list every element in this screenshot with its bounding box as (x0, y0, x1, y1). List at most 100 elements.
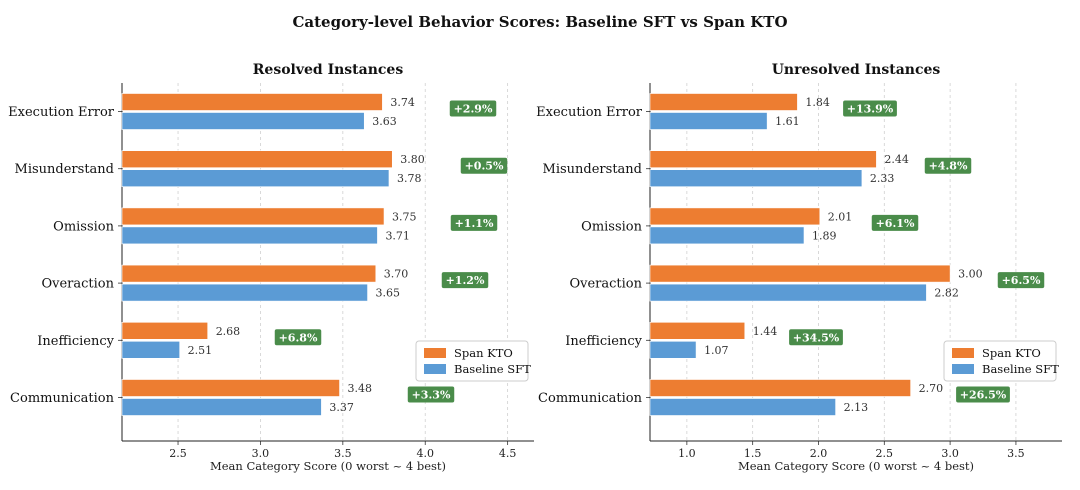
x-tick-label: 4.0 (416, 447, 434, 460)
data-label-baseline-sft: 2.82 (934, 287, 959, 300)
data-label-baseline-sft: 2.13 (844, 401, 869, 414)
bar-baseline-sft (121, 169, 390, 187)
bar-span-kto (121, 150, 393, 168)
bar-span-kto (121, 321, 208, 340)
delta-badge (274, 329, 322, 346)
data-label-baseline-sft: 3.71 (385, 229, 410, 242)
panel-title: Unresolved Instances (772, 62, 941, 78)
bar-span-kto (649, 150, 877, 168)
data-label-baseline-sft: 1.07 (704, 344, 729, 357)
data-label-span-kto: 2.70 (919, 382, 944, 395)
delta-badge-label: +1.1% (455, 217, 494, 230)
legend-label-span-kto: Span KTO (454, 346, 513, 360)
delta-badge (789, 329, 843, 346)
y-tick-label: Misunderstand (543, 162, 642, 177)
delta-badge-label: +6.5% (1002, 274, 1041, 287)
bar-span-kto (121, 93, 383, 111)
figure-title: Category-level Behavior Scores: Baseline… (292, 13, 788, 31)
delta-badge-label: +3.3% (412, 389, 451, 402)
delta-badge-label: +34.5% (793, 331, 840, 344)
legend-label-span-kto: Span KTO (982, 346, 1041, 360)
panel-title: Resolved Instances (253, 62, 404, 78)
delta-badge (407, 386, 455, 403)
data-label-span-kto: 3.70 (384, 268, 409, 281)
data-label-span-kto: 3.74 (390, 96, 415, 109)
x-tick-label: 4.5 (499, 447, 517, 460)
y-tick-label: Overaction (569, 277, 642, 292)
y-tick-label: Omission (53, 219, 114, 234)
bar-baseline-sft (649, 398, 836, 416)
x-tick-label: 1.0 (678, 447, 696, 460)
x-tick-label: 3.5 (1007, 447, 1025, 460)
x-tick-label: 2.0 (810, 447, 828, 460)
bar-baseline-sft (121, 340, 180, 359)
x-tick-label: 1.5 (744, 447, 762, 460)
delta-badge (441, 272, 489, 289)
legend-label-baseline-sft: Baseline SFT (982, 362, 1059, 376)
y-tick-label: Misunderstand (15, 162, 114, 177)
bar-baseline-sft (649, 283, 927, 302)
y-tick-label: Inefficiency (565, 334, 642, 349)
bar-span-kto (121, 264, 377, 283)
delta-badge-label: +26.5% (960, 389, 1007, 402)
legend-swatch-baseline-sft (952, 364, 974, 374)
legend-label-baseline-sft: Baseline SFT (454, 362, 531, 376)
data-label-span-kto: 1.84 (805, 96, 830, 109)
delta-badge-label: +6.8% (279, 331, 318, 344)
y-tick-label: Communication (10, 391, 115, 406)
data-label-baseline-sft: 2.51 (188, 344, 213, 357)
y-tick-label: Execution Error (8, 105, 115, 120)
delta-badge-label: +6.1% (876, 217, 915, 230)
data-label-span-kto: 3.00 (958, 268, 983, 281)
x-tick-label: 3.0 (252, 447, 270, 460)
x-axis-label: Mean Category Score (0 worst ~ 4 best) (738, 459, 974, 473)
delta-badge-label: +2.9% (454, 103, 493, 116)
x-axis-label: Mean Category Score (0 worst ~ 4 best) (210, 459, 446, 473)
data-label-span-kto: 1.44 (753, 325, 778, 338)
delta-badge (956, 386, 1010, 403)
delta-badge (460, 157, 508, 174)
bar-baseline-sft (121, 112, 365, 130)
legend-swatch-baseline-sft (424, 364, 446, 374)
delta-badge-label: +13.9% (847, 103, 894, 116)
bar-span-kto (649, 264, 951, 283)
x-tick-label: 2.5 (876, 447, 894, 460)
legend-swatch-span-kto (424, 348, 446, 358)
delta-badge (997, 272, 1045, 289)
bar-baseline-sft (121, 283, 368, 302)
x-tick-label: 2.5 (169, 447, 187, 460)
y-tick-label: Omission (581, 219, 642, 234)
bar-span-kto (121, 207, 385, 226)
data-label-span-kto: 2.01 (828, 210, 853, 223)
y-tick-label: Inefficiency (37, 334, 114, 349)
bar-baseline-sft (649, 112, 768, 130)
bar-baseline-sft (649, 340, 697, 359)
data-label-span-kto: 3.75 (392, 210, 417, 223)
delta-badge-label: +0.5% (465, 160, 504, 173)
data-label-baseline-sft: 2.33 (870, 172, 895, 185)
bar-span-kto (121, 379, 340, 397)
delta-badge-label: +1.2% (446, 274, 485, 287)
delta-badge (450, 214, 498, 231)
data-label-baseline-sft: 1.89 (812, 229, 837, 242)
legend-swatch-span-kto (952, 348, 974, 358)
data-label-baseline-sft: 3.37 (329, 401, 354, 414)
x-tick-label: 3.0 (941, 447, 959, 460)
data-label-baseline-sft: 3.78 (397, 172, 422, 185)
x-tick-label: 3.5 (334, 447, 352, 460)
delta-badge (843, 100, 897, 117)
delta-badge (449, 100, 497, 117)
delta-badge-label: +4.8% (929, 160, 968, 173)
data-label-span-kto: 2.44 (884, 153, 909, 166)
delta-badge (871, 214, 919, 231)
bar-baseline-sft (649, 226, 805, 245)
data-label-baseline-sft: 1.61 (775, 115, 800, 128)
bar-baseline-sft (121, 226, 378, 245)
bar-span-kto (649, 321, 746, 340)
bar-span-kto (649, 379, 911, 397)
bar-baseline-sft (649, 169, 863, 187)
y-tick-label: Overaction (41, 277, 114, 292)
data-label-span-kto: 3.80 (400, 153, 425, 166)
